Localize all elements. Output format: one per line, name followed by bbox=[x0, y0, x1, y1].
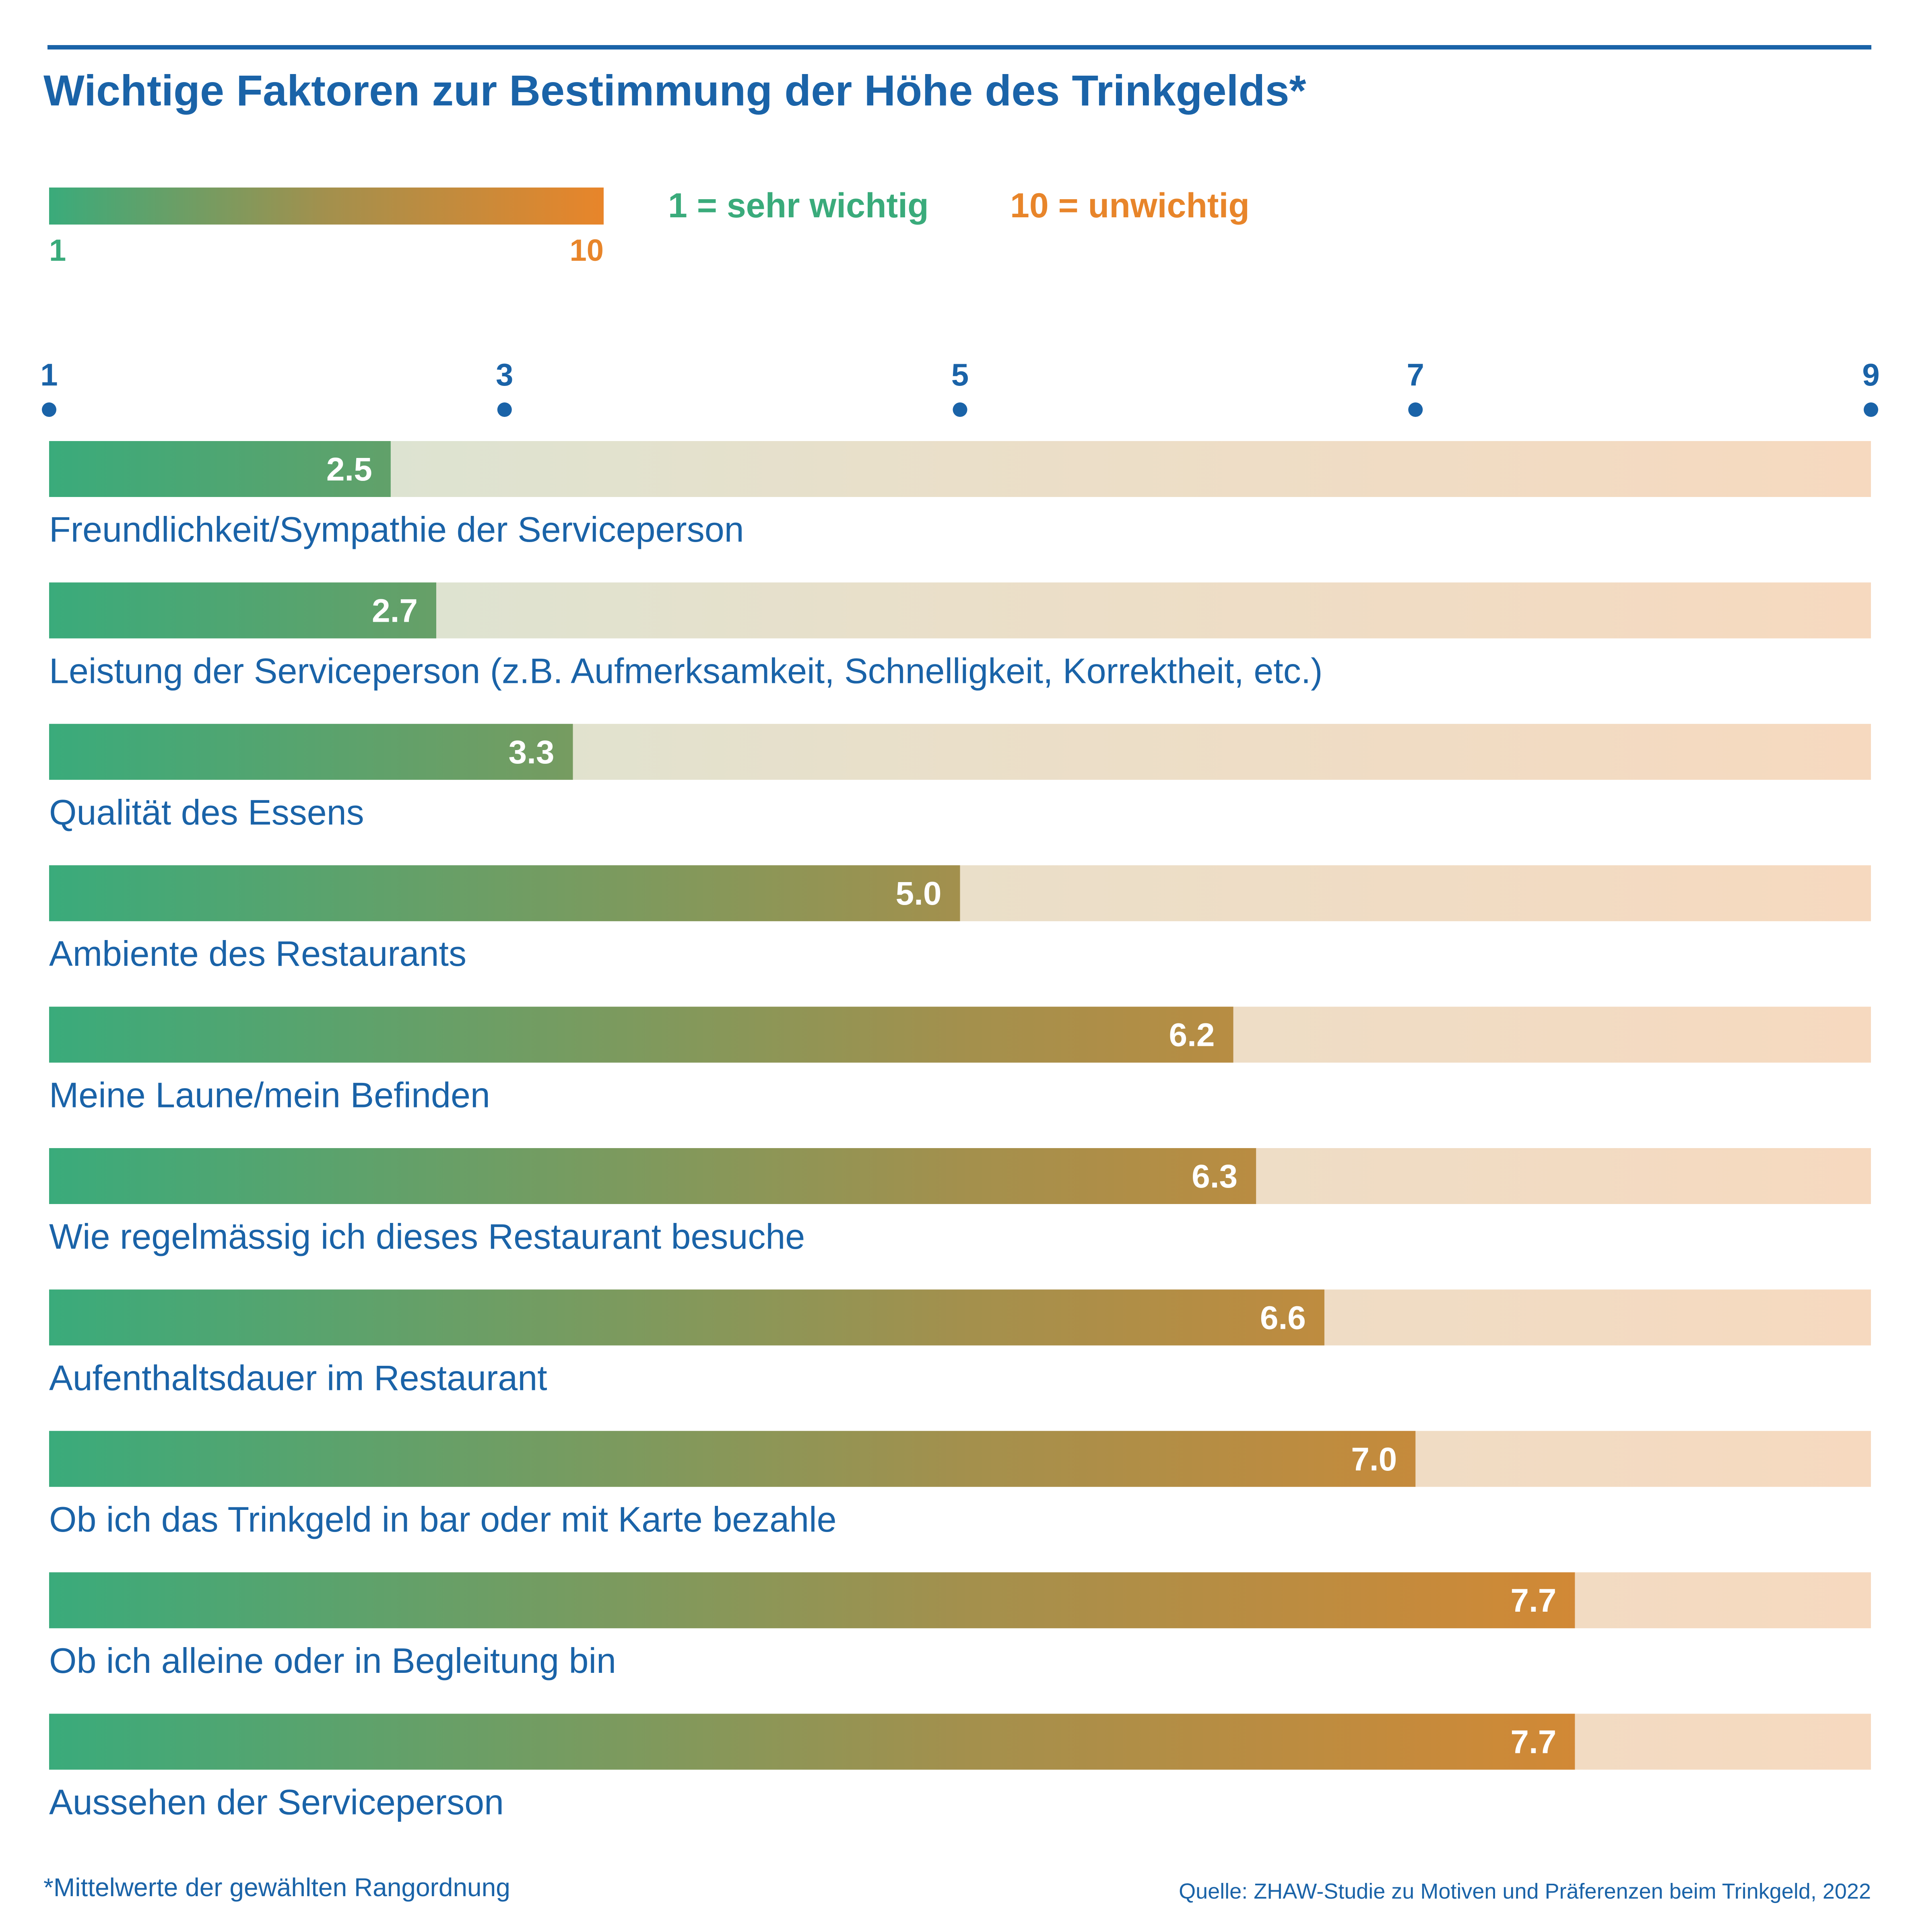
legend-min-label: 1 bbox=[49, 233, 66, 268]
top-rule bbox=[47, 45, 1871, 49]
bar-row: 6.6 Aufenthaltsdauer im Restaurant bbox=[49, 1289, 1871, 1398]
chart-title: Wichtige Faktoren zur Bestimmung der Höh… bbox=[43, 66, 1306, 115]
x-tick-label: 3 bbox=[496, 357, 513, 392]
bar-fill bbox=[49, 1006, 1233, 1063]
bar-value-label: 2.5 bbox=[326, 451, 372, 488]
bar-fill bbox=[49, 582, 436, 639]
bar-value-label: 7.0 bbox=[1351, 1441, 1397, 1478]
bar-fill bbox=[49, 1572, 1575, 1629]
bar-value-label: 7.7 bbox=[1510, 1582, 1556, 1619]
x-axis: 1 3 5 7 9 bbox=[40, 357, 1880, 417]
footnote: *Mittelwerte der gewählten Rangordnung bbox=[43, 1873, 510, 1902]
bar-row: 7.0 Ob ich das Trinkgeld in bar oder mit … bbox=[49, 1431, 1871, 1539]
bar-value-label: 7.7 bbox=[1510, 1724, 1556, 1761]
bar-row: 2.5 Freundlichkeit/Sympathie der Servicep… bbox=[49, 441, 1871, 549]
bar-value-label: 2.7 bbox=[372, 592, 418, 629]
bar-category-label: Aussehen der Serviceperson bbox=[49, 1782, 504, 1822]
bar-category-label: Wie regelmässig ich dieses Restaurant be… bbox=[49, 1217, 805, 1256]
x-tick-dot bbox=[953, 402, 967, 417]
x-tick-label: 7 bbox=[1407, 357, 1424, 392]
bar-row: 3.3 Qualität des Essens bbox=[49, 724, 1871, 832]
bar-value-label: 3.3 bbox=[509, 734, 555, 771]
bars: 2.5 Freundlichkeit/Sympathie der Servicep… bbox=[49, 441, 1871, 1822]
legend-max-label: 10 bbox=[569, 233, 604, 268]
bar-category-label: Freundlichkeit/Sympathie der Servicepers… bbox=[49, 509, 744, 549]
bar-fill bbox=[49, 1713, 1575, 1770]
bar-category-label: Meine Laune/mein Befinden bbox=[49, 1075, 490, 1115]
bar-row: 5.0 Ambiente des Restaurants bbox=[49, 865, 1871, 973]
x-tick-dot bbox=[497, 402, 512, 417]
bar-fill bbox=[49, 1289, 1324, 1346]
bar-value-label: 6.3 bbox=[1192, 1158, 1238, 1195]
source: Quelle: ZHAW-Studie zu Motiven und Präfe… bbox=[1179, 1879, 1871, 1903]
bar-value-label: 6.6 bbox=[1260, 1299, 1306, 1336]
bar-fill bbox=[49, 865, 960, 922]
x-tick-dot bbox=[42, 402, 56, 417]
bar-fill bbox=[49, 724, 573, 780]
bar-fill bbox=[49, 441, 391, 497]
legend-high-text: 10 = unwichtig bbox=[1010, 186, 1250, 225]
bar-row: 7.7 Ob ich alleine oder in Begleitung bin bbox=[49, 1572, 1871, 1680]
bar-category-label: Qualität des Essens bbox=[49, 792, 364, 832]
bar-row: 2.7 Leistung der Serviceperson (z.B. Aufm… bbox=[49, 582, 1871, 691]
bar-value-label: 5.0 bbox=[896, 875, 942, 912]
bar-category-label: Aufenthaltsdauer im Restaurant bbox=[49, 1358, 547, 1398]
bar-value-label: 6.2 bbox=[1169, 1017, 1215, 1054]
bar-fill bbox=[49, 1148, 1256, 1204]
x-tick-label: 9 bbox=[1862, 357, 1879, 392]
bar-row: 6.3 Wie regelmässig ich dieses Restaurant… bbox=[49, 1148, 1871, 1256]
bar-fill bbox=[49, 1431, 1416, 1487]
bar-category-label: Ob ich das Trinkgeld in bar oder mit Kar… bbox=[49, 1499, 837, 1539]
x-tick-label: 1 bbox=[40, 357, 58, 392]
bar-category-label: Ob ich alleine oder in Begleitung bin bbox=[49, 1641, 616, 1680]
x-tick-dot bbox=[1408, 402, 1423, 417]
bar-category-label: Leistung der Serviceperson (z.B. Aufmerk… bbox=[49, 651, 1322, 691]
bar-row: 6.2 Meine Laune/mein Befinden bbox=[49, 1006, 1871, 1115]
legend-low-text: 1 = sehr wichtig bbox=[668, 186, 929, 225]
x-tick-dot bbox=[1864, 402, 1878, 417]
x-tick-label: 5 bbox=[951, 357, 969, 392]
legend-gradient-bar bbox=[49, 188, 604, 225]
bar-row: 7.7 Aussehen der Serviceperson bbox=[49, 1713, 1871, 1822]
bar-category-label: Ambiente des Restaurants bbox=[49, 934, 466, 973]
legend: 1 10 1 = sehr wichtig 10 = unwichtig bbox=[49, 186, 1250, 268]
